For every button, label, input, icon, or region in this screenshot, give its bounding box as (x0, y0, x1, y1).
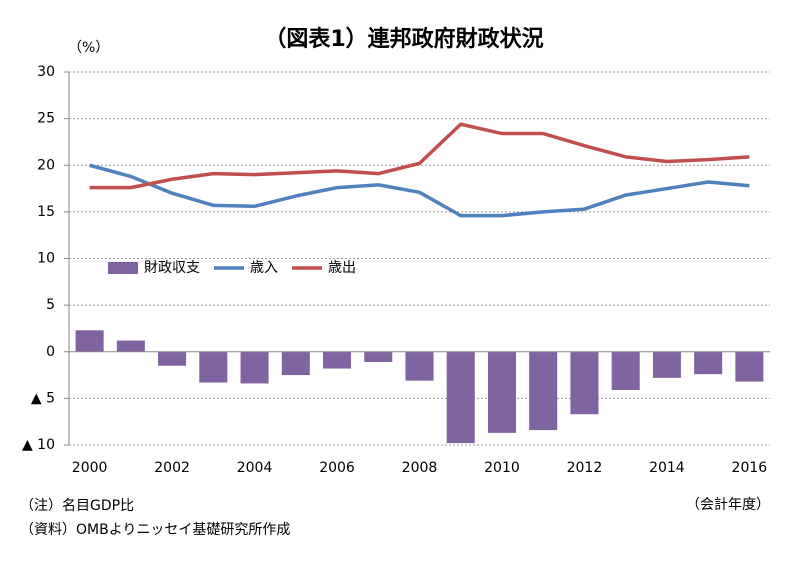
bar (281, 351, 310, 376)
bar (735, 351, 764, 382)
bar (240, 351, 269, 384)
x-tick-label: 2000 (72, 460, 108, 476)
y-tick-label: 20 (37, 157, 55, 173)
y-tick-label: 30 (37, 64, 55, 80)
bar (116, 340, 145, 352)
note: （注）名目GDP比 (20, 498, 134, 514)
bar (405, 351, 434, 381)
x-tick-label: 2006 (319, 460, 355, 476)
bar (487, 351, 516, 433)
bar (652, 351, 681, 378)
x-tick-label: 2004 (237, 460, 273, 476)
legend-label: 歳入 (250, 260, 278, 276)
y-tick-label: ▲ 10 (22, 437, 55, 453)
legend-label: 歳出 (328, 260, 356, 276)
legend-swatch (108, 262, 138, 274)
x-tick-label: 2012 (567, 460, 603, 476)
bar (323, 351, 352, 369)
legend-label: 財政収支 (144, 260, 200, 276)
x-tick-label: 2008 (402, 460, 438, 476)
y-unit: （%） (68, 40, 109, 56)
bar (158, 351, 187, 366)
y-tick-label: 5 (46, 297, 55, 313)
line (89, 122, 750, 190)
bar (529, 351, 558, 431)
bar (199, 351, 228, 383)
x-tick-label: 2016 (732, 460, 768, 476)
y-tick-label: ▲ 5 (31, 390, 55, 406)
y-tick-label: 25 (37, 111, 55, 127)
bar (446, 351, 475, 444)
x-unit: （会計年度） (686, 497, 770, 513)
bar (75, 330, 104, 352)
y-tick-label: 15 (37, 204, 55, 220)
x-tick-label: 2010 (484, 460, 520, 476)
y-tick-label: 0 (46, 344, 55, 360)
bar (364, 351, 393, 363)
line (89, 163, 750, 218)
bar (570, 351, 599, 415)
chart-title: （図表1）連邦政府財政状況 (264, 26, 543, 52)
bar (694, 351, 723, 375)
note: （資料）OMBよりニッセイ基礎研究所作成 (20, 521, 290, 538)
x-tick-label: 2014 (649, 460, 685, 476)
bar (611, 351, 640, 390)
y-tick-label: 10 (37, 251, 55, 267)
x-tick-label: 2002 (154, 460, 190, 476)
